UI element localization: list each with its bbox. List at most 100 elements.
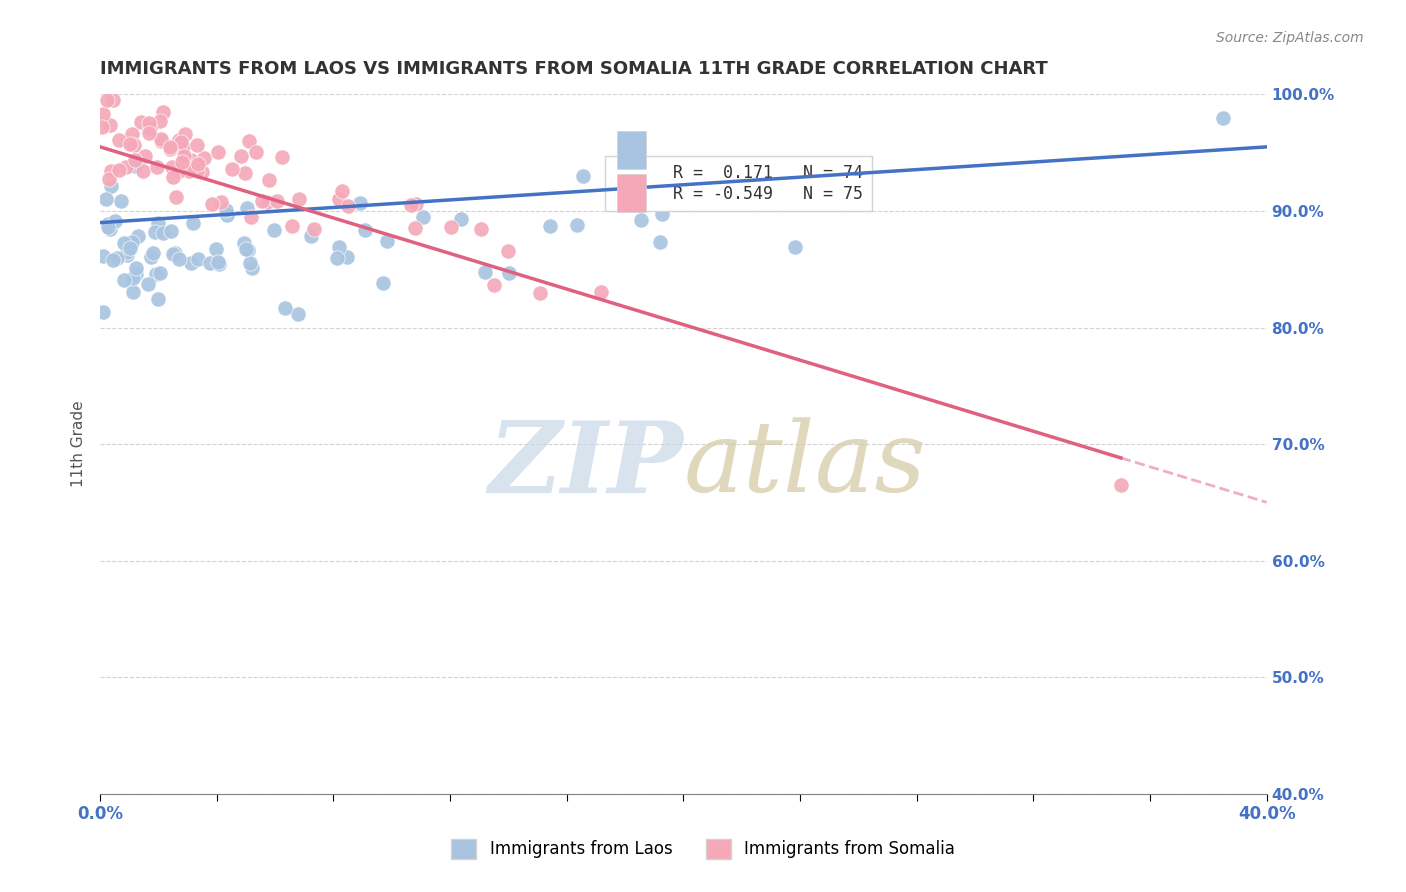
Point bbox=[404, 221, 426, 235]
Point bbox=[180, 161, 202, 176]
Point bbox=[148, 292, 170, 306]
Point bbox=[173, 149, 195, 163]
Point bbox=[93, 249, 115, 263]
Point bbox=[405, 196, 427, 211]
Point bbox=[252, 194, 274, 208]
Point bbox=[498, 244, 520, 258]
Point bbox=[150, 134, 173, 148]
Point bbox=[474, 265, 496, 279]
Point bbox=[131, 163, 153, 178]
Point bbox=[110, 194, 132, 208]
Point bbox=[134, 148, 156, 162]
Point bbox=[138, 116, 160, 130]
Point bbox=[112, 235, 135, 250]
Point bbox=[187, 252, 209, 266]
Point bbox=[120, 242, 142, 256]
Point bbox=[302, 222, 325, 236]
Point bbox=[336, 250, 359, 264]
Point bbox=[207, 145, 229, 159]
Point bbox=[235, 201, 257, 215]
Point bbox=[785, 240, 807, 254]
Point bbox=[177, 164, 200, 178]
Point bbox=[215, 209, 238, 223]
Text: Source: ZipAtlas.com: Source: ZipAtlas.com bbox=[1216, 31, 1364, 45]
Point bbox=[162, 170, 184, 185]
Point bbox=[98, 172, 121, 186]
Point bbox=[201, 196, 224, 211]
Point bbox=[412, 210, 434, 224]
Point bbox=[121, 285, 143, 299]
Point bbox=[235, 243, 257, 257]
Point bbox=[399, 197, 422, 211]
Point bbox=[572, 169, 595, 184]
Point bbox=[373, 276, 395, 290]
Point bbox=[529, 286, 551, 301]
Point bbox=[152, 226, 174, 240]
Point bbox=[114, 273, 136, 287]
Point bbox=[97, 217, 120, 231]
Point bbox=[450, 211, 472, 226]
Point bbox=[165, 245, 187, 260]
Point bbox=[482, 278, 505, 293]
Point bbox=[170, 155, 193, 169]
Point bbox=[169, 164, 191, 178]
Point bbox=[90, 120, 112, 134]
Point bbox=[229, 149, 252, 163]
Point bbox=[239, 210, 262, 224]
Point bbox=[245, 145, 267, 159]
Point bbox=[139, 250, 162, 264]
Point bbox=[96, 219, 118, 234]
Point bbox=[281, 219, 304, 233]
Point bbox=[180, 256, 202, 270]
Point bbox=[375, 235, 398, 249]
Point bbox=[152, 104, 174, 119]
Point bbox=[159, 143, 181, 157]
Point bbox=[328, 240, 350, 254]
Point bbox=[354, 223, 377, 237]
Point bbox=[240, 260, 263, 275]
Point bbox=[117, 247, 139, 261]
Point bbox=[207, 255, 229, 269]
Point bbox=[124, 159, 146, 173]
Point bbox=[299, 229, 322, 244]
Legend: Immigrants from Laos, Immigrants from Somalia: Immigrants from Laos, Immigrants from So… bbox=[444, 832, 962, 866]
Point bbox=[149, 266, 172, 280]
Point bbox=[162, 247, 184, 261]
Point bbox=[186, 138, 208, 153]
Point bbox=[115, 160, 138, 174]
Point bbox=[122, 271, 145, 285]
Point bbox=[236, 243, 259, 257]
Point bbox=[256, 194, 278, 209]
Point bbox=[167, 133, 190, 147]
Point bbox=[100, 179, 122, 194]
Point bbox=[143, 225, 166, 239]
Point bbox=[100, 163, 122, 178]
Point bbox=[149, 114, 172, 128]
Point bbox=[160, 224, 183, 238]
FancyBboxPatch shape bbox=[617, 174, 647, 212]
Text: ZIP: ZIP bbox=[488, 417, 683, 513]
Point bbox=[239, 256, 262, 270]
Text: IMMIGRANTS FROM LAOS VS IMMIGRANTS FROM SOMALIA 11TH GRADE CORRELATION CHART: IMMIGRANTS FROM LAOS VS IMMIGRANTS FROM … bbox=[100, 60, 1047, 78]
Point bbox=[330, 184, 353, 198]
Point bbox=[205, 242, 228, 256]
Point bbox=[165, 190, 187, 204]
Point bbox=[274, 301, 297, 315]
Point bbox=[101, 93, 124, 107]
Point bbox=[187, 157, 209, 171]
Point bbox=[98, 118, 121, 132]
Point bbox=[94, 193, 117, 207]
Point bbox=[266, 194, 288, 209]
Point bbox=[208, 257, 231, 271]
Point bbox=[160, 160, 183, 174]
Text: atlas: atlas bbox=[683, 417, 927, 513]
Point bbox=[565, 218, 588, 232]
Point bbox=[287, 307, 309, 321]
Point bbox=[105, 251, 128, 265]
Point bbox=[170, 135, 193, 149]
Point bbox=[149, 132, 172, 146]
Point bbox=[93, 106, 115, 120]
Point bbox=[125, 267, 148, 281]
Point bbox=[538, 219, 561, 234]
Point bbox=[129, 115, 152, 129]
